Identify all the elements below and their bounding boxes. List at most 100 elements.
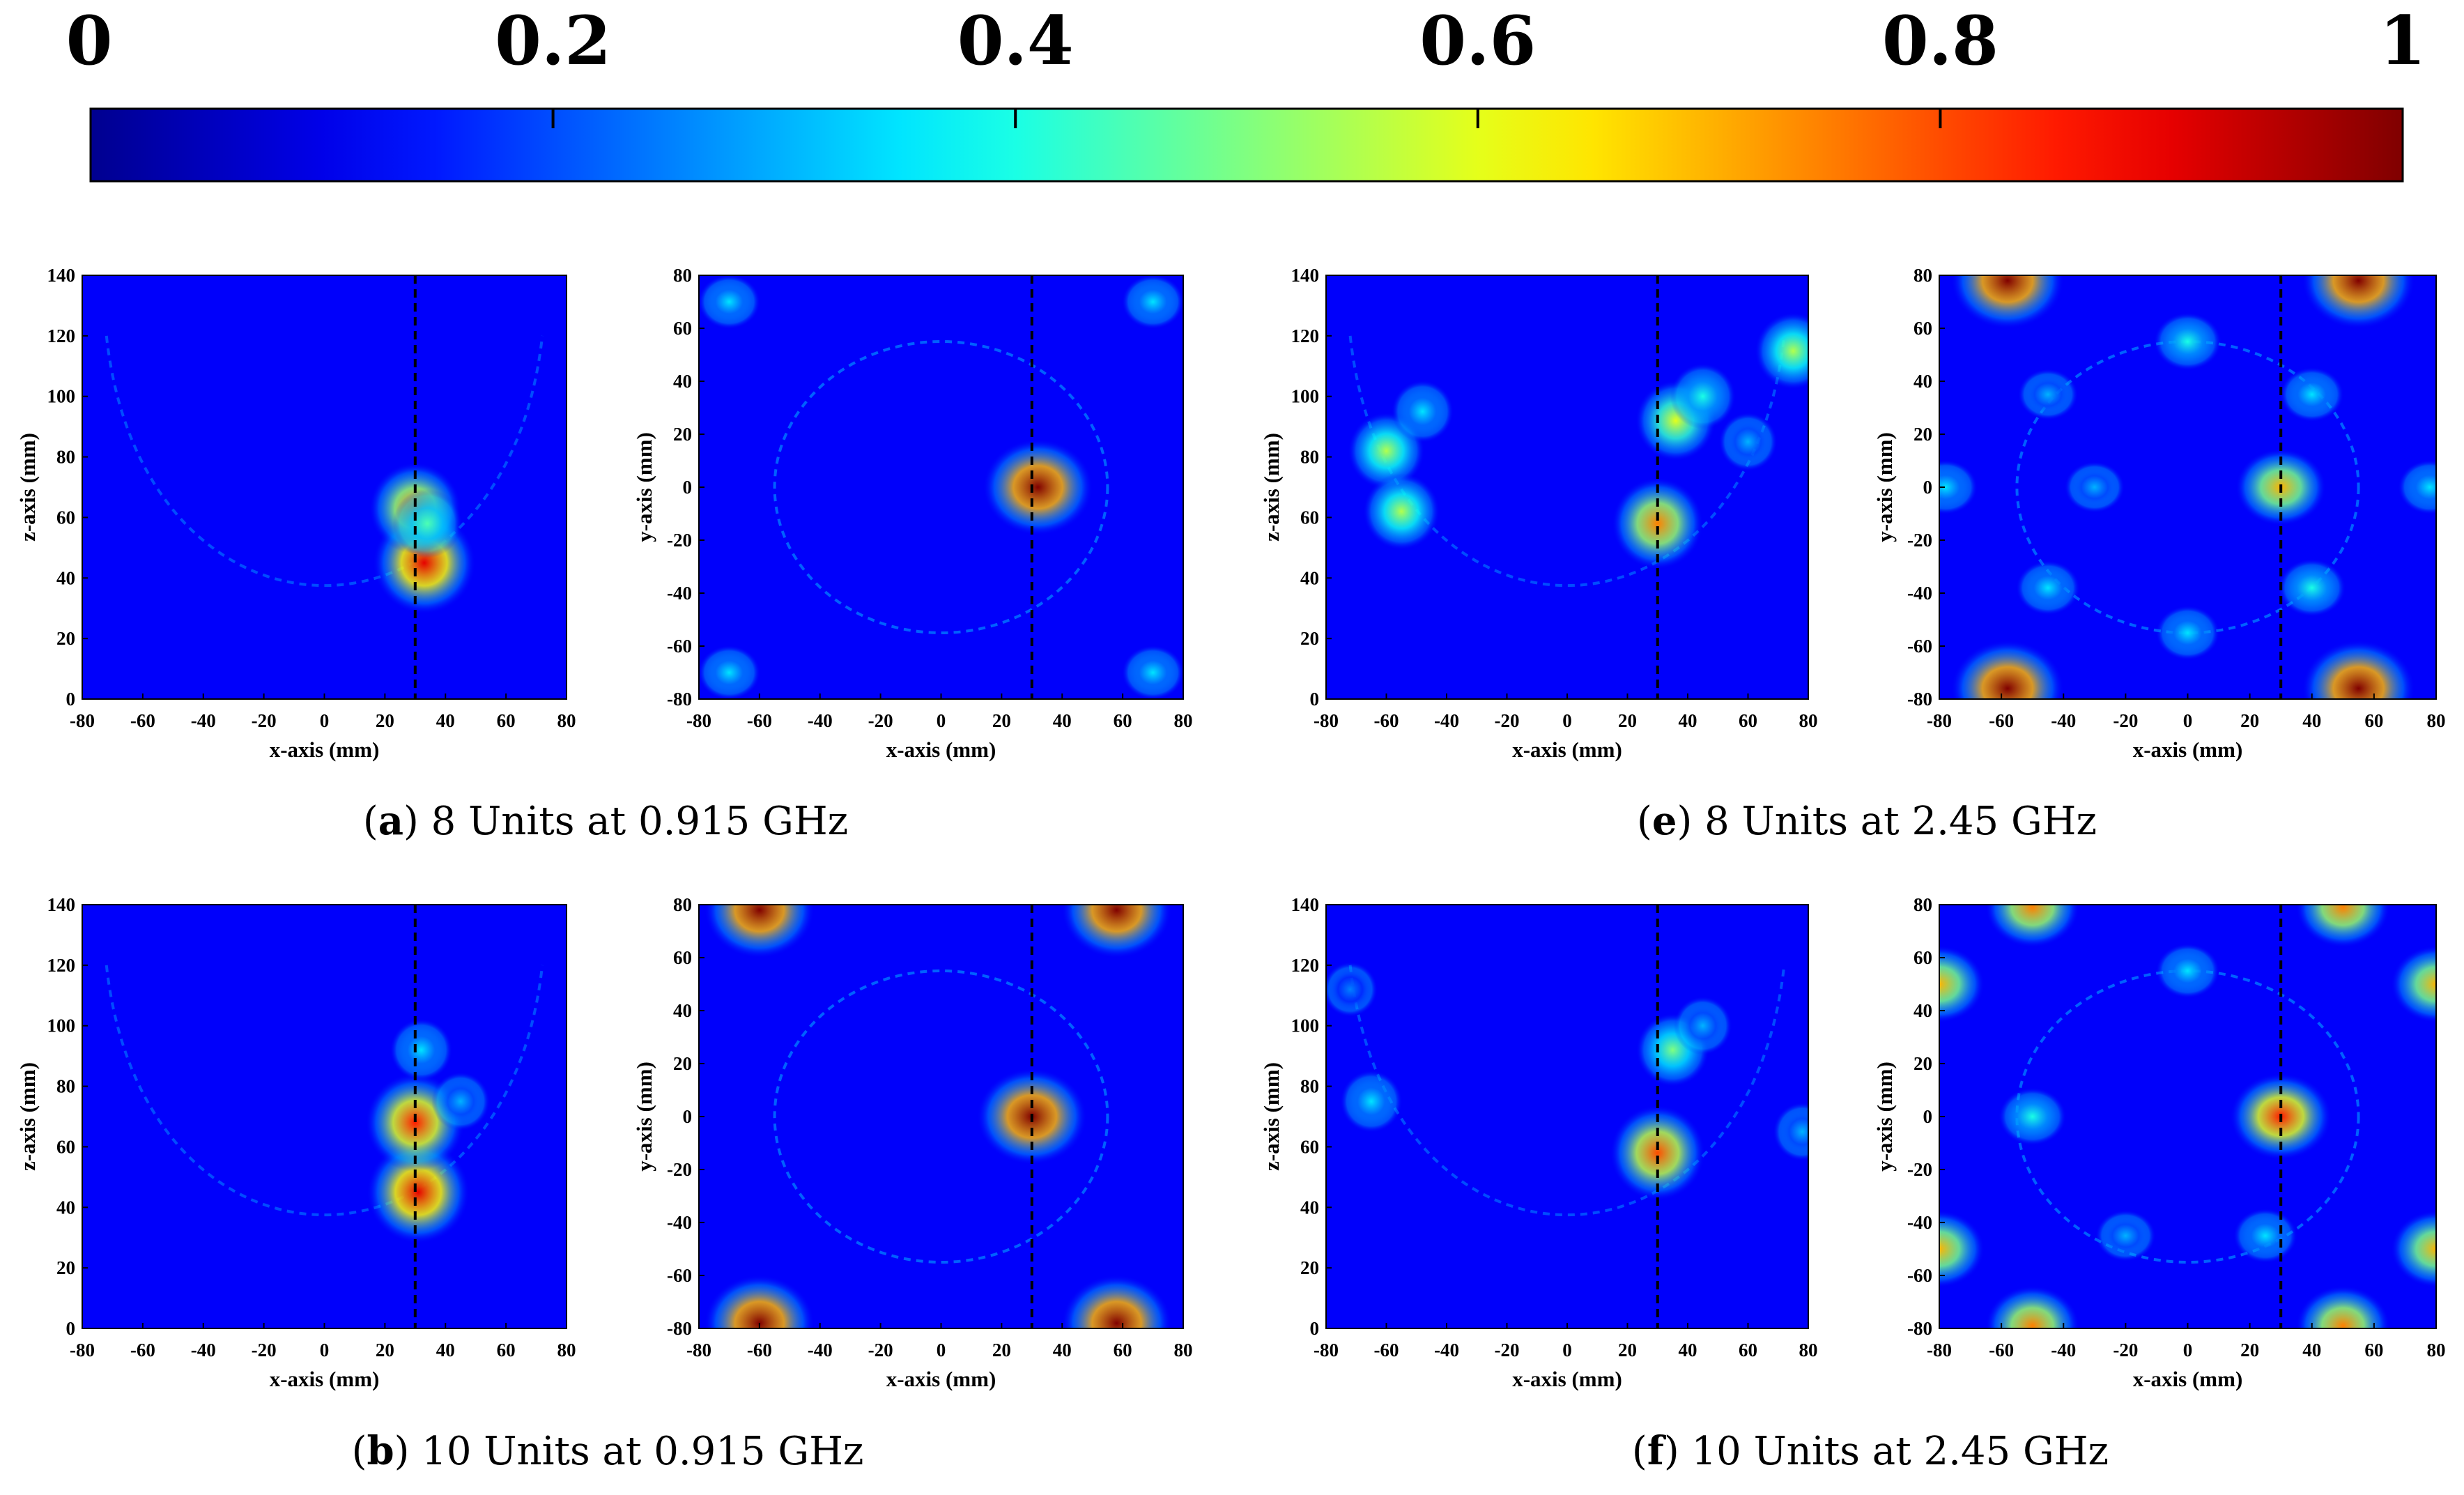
caption-b: (b) 10 Units at 0.915 GHz: [352, 1428, 864, 1474]
caption-text: 8 Units at 2.45 GHz: [1704, 799, 2097, 844]
y-tick-label: 0: [66, 1318, 76, 1339]
heatmap-panel-e-xy: -80 -60 -40 -20 0 20 40 60 80 -80 -60 -40 -20 0 20 40 60…: [1872, 265, 2446, 762]
heatmap-hotspot: [1985, 905, 2079, 947]
heatmap-panel-b-xz: -80 -60 -40 -20 0 20 40 60 80 0 20 40 60 80 100 120 140 x…: [15, 894, 576, 1391]
caption-text: 8 Units at 0.915 GHz: [431, 799, 849, 844]
y-tick-label: 0: [683, 1106, 693, 1127]
y-tick-label: 140: [1291, 265, 1320, 286]
heatmap-hotspot: [2095, 1210, 2156, 1262]
y-tick-label: 100: [1291, 1015, 1320, 1036]
heatmap-hotspot: [1951, 275, 2064, 328]
x-tick-label: 80: [1799, 1340, 1818, 1360]
x-tick-label: 0: [2183, 710, 2193, 731]
x-tick-label: -20: [1495, 1340, 1520, 1360]
x-tick-label: 60: [1739, 1340, 1757, 1360]
x-tick-label: 20: [1618, 1340, 1637, 1360]
heatmap-hotspot: [699, 645, 760, 699]
heatmap-hotspot: [1122, 275, 1183, 329]
x-tick-label: -20: [1495, 710, 1520, 731]
x-axis-label: x-axis (mm): [270, 1367, 380, 1391]
colorbar-tick-label: 0.8: [1882, 1, 1999, 80]
heatmap-hotspot: [390, 1019, 452, 1081]
x-axis-label: x-axis (mm): [886, 1367, 996, 1391]
y-tick-label: -60: [667, 1265, 692, 1286]
y-tick-label: -40: [1907, 583, 1932, 604]
y-tick-label: 80: [673, 265, 692, 286]
x-tick-label: 0: [320, 710, 330, 731]
x-tick-label: -20: [252, 1340, 277, 1360]
y-tick-label: -40: [1907, 1212, 1932, 1233]
y-tick-label: 80: [673, 894, 692, 915]
x-tick-label: 0: [1562, 1340, 1572, 1360]
y-tick-label: 0: [1310, 1318, 1320, 1339]
x-tick-label: -60: [1989, 710, 2014, 731]
y-tick-label: 120: [1291, 955, 1320, 976]
x-tick-label: 40: [2302, 710, 2321, 731]
y-tick-label: 120: [47, 325, 76, 346]
heatmap-hotspot: [2156, 944, 2219, 998]
y-tick-label: 60: [1300, 507, 1319, 528]
x-tick-label: 40: [1679, 1340, 1697, 1360]
caption-text: 10 Units at 2.45 GHz: [1692, 1429, 2109, 1474]
y-tick-label: 140: [47, 265, 76, 286]
y-tick-label: 120: [47, 955, 76, 976]
x-tick-label: -80: [686, 1340, 711, 1360]
heatmap-hotspot: [1939, 460, 1978, 514]
captions: (a) 8 Units at 0.915 GHz (e) 8 Units at 2…: [352, 798, 2109, 1474]
x-axis-label: x-axis (mm): [1512, 737, 1622, 762]
y-tick-label: -40: [667, 583, 692, 604]
y-tick-label: -20: [667, 530, 692, 551]
x-tick-label: 60: [2364, 1340, 2383, 1360]
heatmap-hotspot: [2018, 369, 2078, 420]
x-tick-label: 20: [376, 710, 394, 731]
heatmap-panel-e-xz: -80 -60 -40 -20 0 20 40 60 80 0 20 40 60 80 100 120 140 x…: [1259, 265, 1818, 762]
phantom-outline: [105, 965, 544, 1216]
y-axis-label: z-axis (mm): [15, 1062, 40, 1171]
x-tick-label: -60: [1374, 710, 1399, 731]
x-tick-label: 20: [1618, 710, 1637, 731]
y-tick-label: 100: [1291, 386, 1320, 407]
heatmap-hotspot: [2296, 1286, 2390, 1328]
y-tick-label: 120: [1291, 325, 1320, 346]
x-tick-label: 0: [2183, 1340, 2193, 1360]
y-tick-label: 60: [1914, 947, 1932, 968]
heatmap-hotspot: [2156, 606, 2219, 660]
heatmap-hotspot: [704, 1275, 815, 1328]
heatmap-hotspot: [1939, 946, 1985, 1022]
y-axis-label: y-axis (mm): [1872, 432, 1897, 542]
heatmap-hotspot: [2065, 461, 2125, 513]
y-tick-label: 80: [1300, 447, 1319, 468]
x-tick-label: -40: [808, 710, 833, 731]
x-tick-label: 60: [1114, 1340, 1132, 1360]
x-tick-label: 60: [1739, 710, 1757, 731]
x-tick-label: -40: [1434, 1340, 1459, 1360]
heatmap-panel-b-xy: -80 -60 -40 -20 0 20 40 60 80 -80 -60 -40 -20 0 20 40 60…: [632, 894, 1193, 1391]
y-tick-label: 40: [673, 371, 692, 392]
y-tick-label: 40: [1300, 567, 1319, 588]
y-tick-label: 60: [673, 318, 692, 339]
x-tick-label: -40: [2051, 1340, 2076, 1360]
y-tick-label: 40: [56, 567, 75, 588]
y-tick-label: -20: [1907, 530, 1932, 551]
caption-letter: a: [378, 798, 403, 844]
heatmap-background: [82, 905, 567, 1328]
x-tick-label: 60: [497, 1340, 516, 1360]
y-tick-label: 0: [1923, 1106, 1933, 1127]
y-tick-label: 140: [1291, 894, 1320, 915]
y-tick-label: 60: [1300, 1136, 1319, 1157]
x-tick-label: -40: [2051, 710, 2076, 731]
x-tick-label: 20: [376, 1340, 394, 1360]
y-tick-label: 40: [56, 1197, 75, 1218]
x-axis-label: x-axis (mm): [1512, 1367, 1622, 1391]
y-tick-label: 0: [1310, 689, 1320, 710]
x-tick-label: -80: [70, 710, 95, 731]
heatmap-background: [699, 275, 1183, 699]
heatmap-hotspot: [1755, 312, 1808, 390]
x-tick-label: 60: [2364, 710, 2383, 731]
x-tick-label: 0: [320, 1340, 330, 1360]
y-tick-label: -80: [1907, 1318, 1932, 1339]
colorbar-tick-label: 0: [66, 1, 113, 80]
heatmap-hotspot: [1062, 1275, 1171, 1328]
heatmap-hotspot: [2302, 275, 2415, 328]
